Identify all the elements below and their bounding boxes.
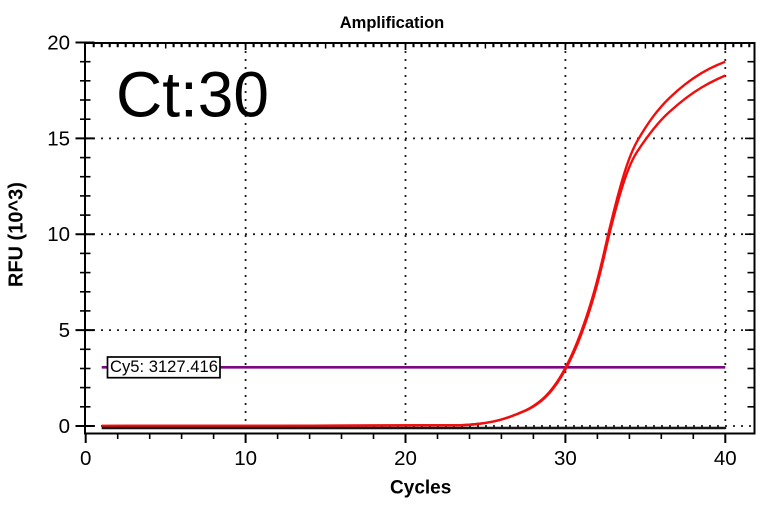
svg-text:Cy5: 3127.416: Cy5: 3127.416 <box>110 357 218 376</box>
svg-text:0: 0 <box>59 415 70 438</box>
svg-text:10: 10 <box>234 447 257 470</box>
svg-text:40: 40 <box>714 447 737 470</box>
svg-text:20: 20 <box>47 32 70 55</box>
svg-text:15: 15 <box>47 127 70 150</box>
svg-text:20: 20 <box>394 447 417 470</box>
svg-text:30: 30 <box>554 447 577 470</box>
svg-text:RFU (10^3): RFU (10^3) <box>6 182 28 287</box>
svg-text:Ct:30: Ct:30 <box>116 59 269 131</box>
svg-text:10: 10 <box>47 223 70 246</box>
svg-text:Amplification: Amplification <box>340 14 445 32</box>
svg-text:0: 0 <box>80 447 91 470</box>
svg-text:Cycles: Cycles <box>390 478 451 499</box>
svg-text:5: 5 <box>59 319 70 342</box>
